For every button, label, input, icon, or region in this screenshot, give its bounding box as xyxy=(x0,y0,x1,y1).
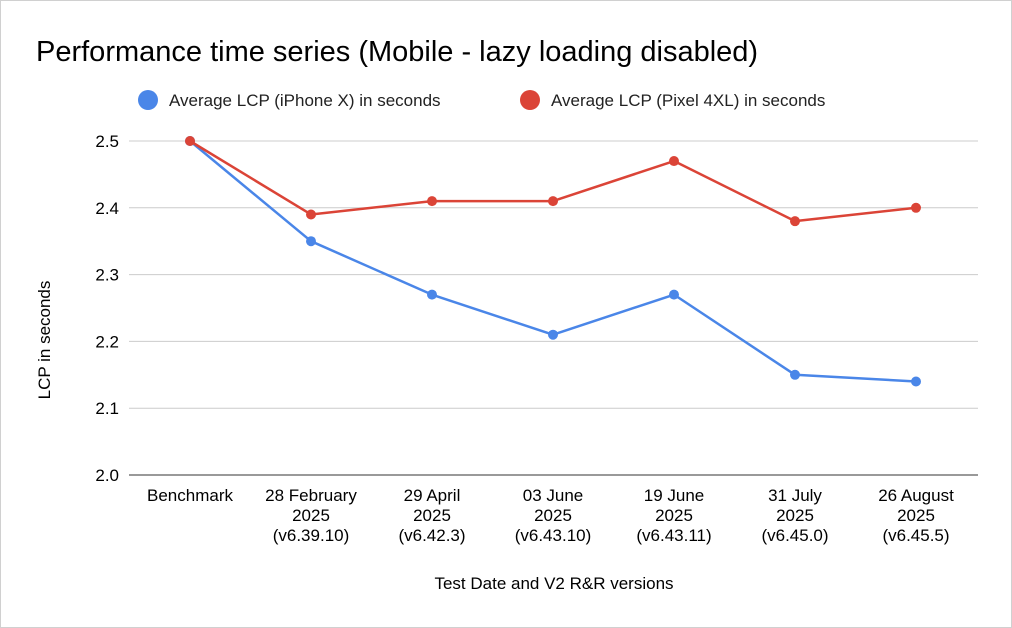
legend: Average LCP (iPhone X) in seconds Average… xyxy=(138,90,825,110)
data-point-series-1 xyxy=(790,369,800,380)
y-tick-label: 2.0 xyxy=(95,466,119,485)
x-tick-label-line: (v6.43.11) xyxy=(636,526,711,545)
data-point-series-1 xyxy=(548,329,558,340)
y-axis-title: LCP in seconds xyxy=(35,281,54,400)
y-tick-label: 2.5 xyxy=(95,132,119,151)
x-tick-label-line: 2025 xyxy=(776,506,814,525)
series-layer xyxy=(185,136,921,387)
data-point-series-2 xyxy=(790,216,800,227)
x-tick-label-line: Benchmark xyxy=(147,486,233,505)
x-tick-label-line: 2025 xyxy=(897,506,935,525)
y-tick-label: 2.2 xyxy=(95,332,119,351)
x-tick-label-line: 2025 xyxy=(413,506,451,525)
y-tick-label: 2.3 xyxy=(95,266,119,285)
data-point-series-2 xyxy=(427,196,437,207)
chart-title: Performance time series (Mobile - lazy l… xyxy=(36,36,758,68)
gridlines xyxy=(129,140,978,476)
data-point-series-1 xyxy=(669,289,679,300)
x-axis-title: Test Date and V2 R&R versions xyxy=(434,574,673,593)
data-point-series-2 xyxy=(911,202,921,213)
x-tick-label-line: (v6.39.10) xyxy=(273,526,350,545)
x-tick-label-line: (v6.45.0) xyxy=(761,526,828,545)
x-tick-label-line: 31 July xyxy=(768,486,822,505)
x-tick-label-line: 03 June xyxy=(523,486,584,505)
x-tick-label-line: (v6.43.10) xyxy=(515,526,592,545)
y-axis-ticks: 2.0 2.1 2.2 2.3 2.4 2.5 xyxy=(95,132,119,485)
x-tick-label-line: (v6.45.5) xyxy=(882,526,949,545)
x-tick-label-line: 26 August xyxy=(878,486,954,505)
series-line-1 xyxy=(189,140,917,383)
data-point-series-1 xyxy=(427,289,437,300)
legend-marker xyxy=(138,90,158,110)
data-point-series-2 xyxy=(306,209,316,220)
legend-label: Average LCP (Pixel 4XL) in seconds xyxy=(551,91,825,110)
x-tick-label-line: 2025 xyxy=(292,506,330,525)
x-tick-label-line: 29 April xyxy=(404,486,461,505)
data-point-series-1 xyxy=(911,376,921,387)
x-tick-label-line: 2025 xyxy=(655,506,693,525)
x-tick-label-line: (v6.42.3) xyxy=(398,526,465,545)
y-tick-label: 2.4 xyxy=(95,199,119,218)
legend-label: Average LCP (iPhone X) in seconds xyxy=(169,91,441,110)
data-point-series-2 xyxy=(185,136,195,146)
legend-marker xyxy=(520,90,540,110)
x-tick-label-line: 2025 xyxy=(534,506,572,525)
y-tick-label: 2.1 xyxy=(95,399,119,418)
x-tick-label: Benchmark xyxy=(147,486,233,505)
data-point-series-1 xyxy=(306,236,316,247)
series-line-2 xyxy=(189,139,917,223)
x-tick-label-line: 19 June xyxy=(644,486,705,505)
data-point-series-2 xyxy=(548,196,558,207)
legend-item: Average LCP (iPhone X) in seconds xyxy=(138,90,441,110)
legend-item: Average LCP (Pixel 4XL) in seconds xyxy=(520,90,825,110)
x-tick-label-line: 28 February xyxy=(265,486,357,505)
data-point-series-2 xyxy=(669,156,679,167)
